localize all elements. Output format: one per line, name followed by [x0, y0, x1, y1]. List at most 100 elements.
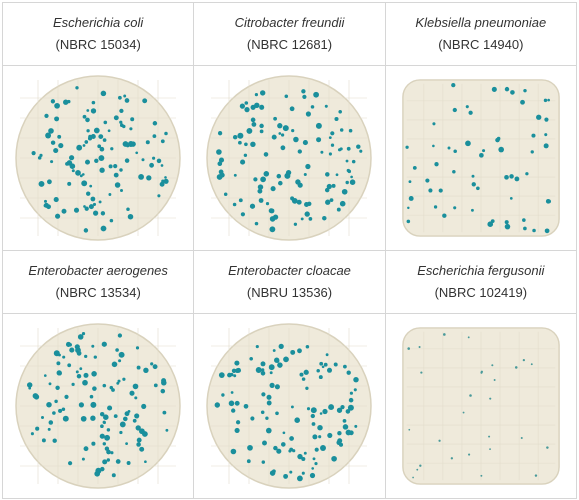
colony-dot	[82, 173, 85, 176]
colony-dot	[235, 400, 241, 406]
colony-dot	[120, 188, 124, 193]
colony-dot	[144, 460, 147, 464]
colony-dot	[219, 372, 226, 378]
colony-dot	[129, 127, 133, 131]
colony-dot	[54, 399, 58, 404]
colony-dot	[291, 128, 295, 133]
plate-cell-3	[384, 65, 578, 251]
colony-dot	[301, 89, 307, 94]
colony-dot	[58, 143, 64, 149]
colony-dot	[345, 180, 350, 185]
colony-dot	[106, 428, 111, 432]
colony-dot	[92, 109, 96, 113]
colony-dot	[480, 371, 483, 374]
colony-dot	[233, 134, 238, 140]
plate-image	[402, 79, 560, 237]
colony-dot	[91, 441, 96, 446]
colony-dot	[75, 370, 79, 374]
colony-dot	[343, 424, 349, 430]
colony-dot	[498, 146, 504, 153]
colony-dot	[244, 142, 249, 147]
colony-dot	[44, 199, 48, 203]
organism-name: Enterobacter cloacae	[228, 263, 351, 278]
colony-dot	[312, 434, 318, 440]
colony-dot	[85, 159, 91, 165]
colony-dot	[122, 377, 126, 381]
colony-dot	[217, 174, 223, 180]
colony-dot	[127, 213, 134, 220]
colony-dot	[522, 226, 527, 231]
colony-dot	[471, 182, 476, 187]
colony-dot	[83, 228, 89, 233]
colony-dot	[97, 144, 102, 149]
colony-dot	[270, 371, 274, 375]
colony-dot	[136, 437, 142, 443]
colony-dot	[264, 152, 269, 157]
colony-dot	[305, 386, 310, 390]
colony-dot	[340, 404, 346, 410]
colony-dot	[251, 121, 257, 127]
colony-dot	[311, 407, 318, 414]
colony-dot	[262, 440, 268, 446]
organism-name: Escherichia fergusonii	[417, 263, 545, 278]
colony-dot	[99, 167, 105, 173]
colony-dot	[467, 336, 470, 339]
colony-dot	[74, 207, 80, 213]
colony-dot	[232, 368, 237, 373]
colony-dot	[320, 412, 323, 415]
colony-dot	[119, 120, 123, 124]
colony-dot	[84, 140, 89, 144]
colony-dot	[124, 411, 130, 417]
colony-dot	[451, 170, 456, 174]
colony-dot	[330, 131, 335, 136]
colony-dot	[161, 380, 167, 386]
colony-dot	[260, 176, 267, 183]
colony-dot	[438, 439, 441, 442]
colony-dot	[322, 408, 329, 415]
colony-dot	[52, 438, 58, 443]
colony-dot	[343, 419, 347, 423]
colony-dot	[316, 122, 323, 129]
colony-dot	[89, 184, 93, 188]
colony-dot	[231, 448, 237, 455]
colony-dot	[350, 391, 354, 395]
colony-dot	[94, 158, 99, 163]
colony-dot	[41, 415, 45, 420]
colony-dot	[152, 134, 157, 138]
colony-dot	[416, 468, 419, 471]
colony-dot	[46, 204, 52, 210]
plate-cell-2	[193, 65, 386, 251]
colony-dot	[291, 405, 295, 409]
colony-dot	[418, 464, 422, 467]
colony-dot	[322, 365, 325, 369]
colony-dot	[246, 127, 253, 134]
colony-dot	[346, 159, 349, 163]
colony-dot	[150, 362, 154, 366]
strain-code: (NBRC 102419)	[434, 285, 528, 300]
colony-dot	[55, 385, 60, 390]
colony-dot	[272, 134, 278, 140]
colony-dot	[408, 428, 410, 431]
colony-dot	[156, 158, 162, 164]
colony-dot	[215, 402, 221, 408]
strain-code: (NBRC 13534)	[55, 285, 141, 300]
colony-dot	[141, 403, 147, 409]
colony-dot	[276, 448, 282, 454]
colony-dot	[163, 178, 169, 184]
colony-dot	[462, 411, 465, 414]
colony-dot	[297, 348, 303, 354]
colony-dot	[92, 386, 97, 391]
colony-dot	[442, 333, 446, 336]
plate-cell-6	[384, 313, 578, 499]
strain-code: (NBRU 13536)	[246, 285, 333, 300]
colony-dot	[337, 431, 343, 436]
colony-dot	[346, 370, 352, 375]
colony-dot	[504, 220, 509, 225]
colony-dot	[525, 172, 529, 176]
colony-dot	[408, 196, 414, 201]
colony-dot	[343, 364, 348, 369]
colony-dot	[247, 444, 254, 451]
colony-dot	[256, 367, 263, 373]
colony-dot	[79, 367, 83, 371]
colony-dot	[118, 351, 125, 358]
